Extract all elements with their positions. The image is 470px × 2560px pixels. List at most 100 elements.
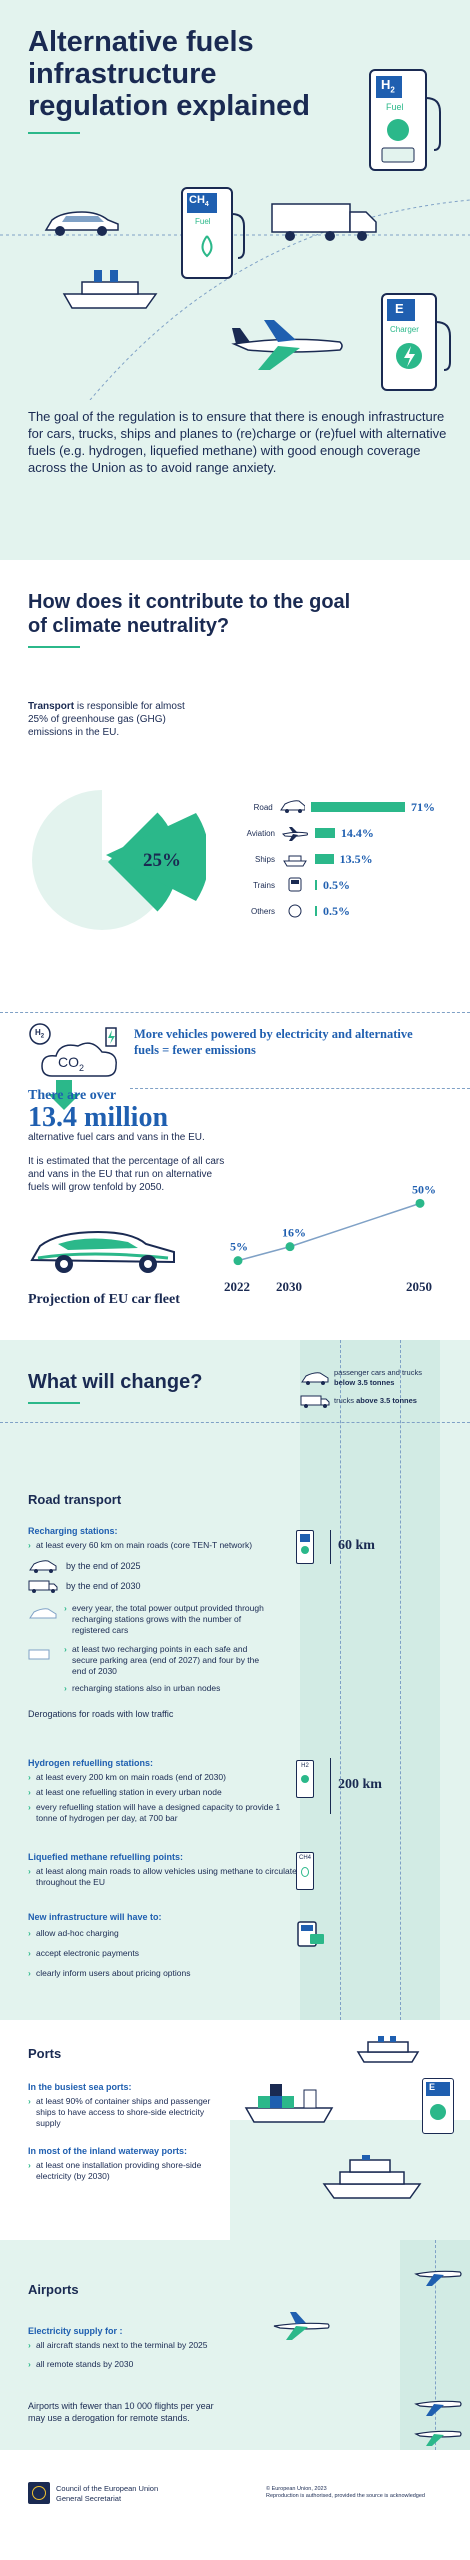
hydrogen-block: Hydrogen refuelling stations: at least e… [28,1758,298,1824]
airports-title: Airports [28,2282,79,2297]
busiest-line: at least 90% of container ships and pass… [28,2096,228,2129]
new-infra-title: New infrastructure will have to: [28,1912,162,1922]
car-icon [301,1372,329,1385]
distance-bracket [330,1530,331,1564]
busiest-block: In the busiest sea ports: at least 90% o… [28,2082,228,2129]
port-charger-graphic: E [422,2078,454,2134]
projection-line [237,1202,421,1262]
methane-line-1: at least along main roads to allow vehic… [28,1866,298,1888]
projection-point [415,1198,425,1208]
title-line: Alternative fuels [28,26,254,58]
bar-row: Ships 13.5% [225,846,435,872]
supply-block: Electricity supply for : all aircraft st… [28,2326,248,2370]
payment-terminal-icon [297,1921,324,1947]
ferry-ship-icon [322,2155,422,2199]
bar [311,802,406,812]
pie-percentage-label: 25% [143,850,181,871]
footer: Council of the European Union General Se… [0,2450,470,2560]
plane-icon [414,2430,462,2446]
bar-value-label: 13.5% [339,851,373,866]
bar-value-label: 14.4% [340,825,374,840]
bar-row: Road 71% [225,794,435,820]
ports-title: Ports [28,2046,62,2061]
bar-value-label: 0.5% [323,877,350,892]
bar-row: Others 0.5% [225,898,435,924]
bar [315,906,317,916]
plane-icon [414,2270,462,2286]
transport-rest: is responsible for almost 25% of greenho… [28,701,185,738]
fleet-car-illustration [30,1230,175,1273]
plane-icon [414,2400,462,2416]
projection-point [285,1242,295,1252]
ports-section: Ports In the busiest sea ports: at least… [0,2020,470,2240]
co2-label: CO2 [58,1054,84,1073]
recharging-title: Recharging stations: [28,1526,118,1536]
truck-icon [271,203,377,241]
methane-station-graphic: CH4 Fuel [180,186,245,282]
recharging-block: Recharging stations: at least every 60 k… [28,1526,298,1720]
methane-marker: CH4 [296,1852,314,1890]
fleet-million: 13.4 million [28,1102,169,1133]
h2-tag: H2 [35,1028,44,1040]
plane-icon [282,826,308,841]
projection-point [233,1256,243,1266]
new-infra-line-2: accept electronic payments [28,1948,298,1959]
h2-subscript: 2 [390,85,395,95]
ch4-symbol: CH [189,194,205,206]
road-lane-line [340,1340,341,2020]
climate-rule [28,646,80,648]
council-logo-accent [32,2486,46,2500]
page-title: Alternative fuels infrastructure regulat… [28,26,310,122]
hydrogen-line-1: at least every 200 km on main roads (end… [28,1772,298,1783]
car-icon [29,1560,57,1573]
legend-trucks: trucks above 3.5 tonnes [334,1396,417,1406]
section-divider [130,1088,470,1089]
hydrogen-marker: H2 [296,1760,314,1798]
e-symbol: E [395,301,404,316]
more-vehicles-statement: More vehicles powered by electricity and… [134,1027,413,1057]
ch4-subscript: 4 [204,201,209,209]
footer-copyright: © European Union, 2023 Reproduction is a… [266,2486,456,2500]
fleet-estimate: It is estimated that the percentage of a… [28,1156,225,1193]
hydrogen-line-2: at least one refuelling station in every… [28,1787,298,1798]
bar-value-label: 71% [411,799,436,814]
co2-reduction-graphic [29,1023,117,1110]
bar-value-label: 0.5% [323,903,350,918]
transport-stat: Transport is responsible for almost 25% … [28,700,198,739]
charger-station-graphic: E Charger [380,292,451,392]
title-rule [28,132,80,134]
ch4-fuel-label: Fuel [195,217,211,226]
charger-marker [296,1530,314,1564]
ship-icon [283,855,307,866]
road-lane-line [400,1340,401,2020]
road-lines-graphic [0,199,470,400]
co2-sub: 2 [79,1062,85,1073]
truck-icon [28,1649,50,1660]
h2-tag-symbol: H [35,1028,41,1037]
legend-cars: passenger cars and trucks below 3.5 tonne… [334,1368,422,1388]
methane-title: Liquefied methane refuelling points: [28,1852,184,1862]
inland-title: In most of the inland waterway ports: [28,2146,188,2156]
bar [315,880,317,890]
passenger-ship-icon [356,2036,420,2063]
over-label: There are over [28,1088,117,1103]
car-icon [279,799,306,813]
airports-note: Airports with fewer than 10 000 flights … [28,2401,214,2423]
truck-icon [300,1395,330,1408]
co2-symbol: CO [58,1054,79,1070]
section-divider [0,1422,470,1423]
distance-200km: 200 km [338,1777,382,1792]
power-output-line: every year, the total power output provi… [64,1603,264,1636]
legend-trucks-text: trucks [334,1396,357,1405]
footer-org-1: Council of the European Union [56,2484,159,2493]
ch4-marker-label: CH4 [298,1855,311,1861]
h2-tag-sub: 2 [40,1033,45,1040]
car-icon [44,211,119,236]
inland-block: In most of the inland waterway ports: at… [28,2146,228,2182]
hydrogen-title: Hydrogen refuelling stations: [28,1758,154,1768]
car-icon [29,1608,57,1619]
legend-cars-bold: below 3.5 tonnes [334,1378,395,1387]
change-section: What will change? passenger cars and tru… [0,1340,470,2020]
container-ship-icon [244,2084,334,2123]
change-rule [28,1402,80,1404]
